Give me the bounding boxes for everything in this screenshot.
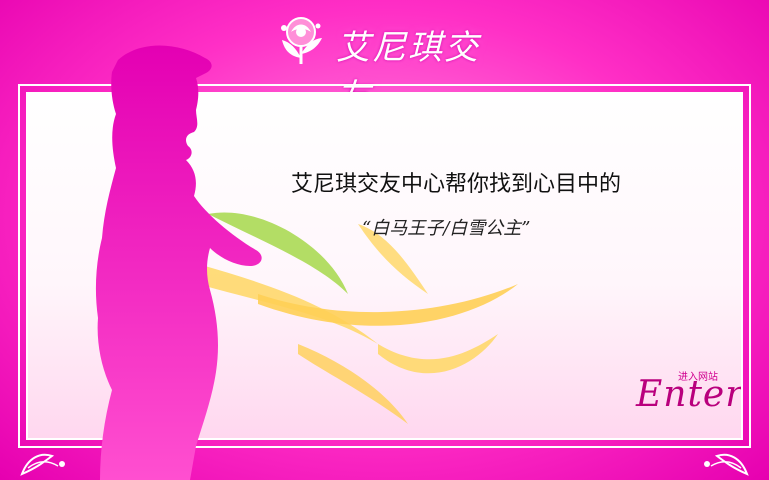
subline-text: “白马王子/白雪公主” <box>362 218 531 239</box>
ornament-corner-bottom-right <box>704 453 749 476</box>
enter-label: Enter <box>636 374 743 415</box>
outer-frame <box>18 84 751 448</box>
content-panel: 艾尼琪交友中心帮你找到心目中的 “白马王子/白雪公主” 进入网站 Enter <box>26 92 743 440</box>
headline-text: 艾尼琪交友中心帮你找到心目中的 <box>291 172 622 197</box>
enter-site-label: 进入网站 <box>678 372 718 383</box>
ornament-corner-bottom-left <box>20 453 65 476</box>
rose-icon <box>281 17 322 64</box>
site-logo: 艾尼琪交友 <box>266 6 506 117</box>
enter-site-button[interactable]: 进入网站 Enter <box>628 364 741 424</box>
